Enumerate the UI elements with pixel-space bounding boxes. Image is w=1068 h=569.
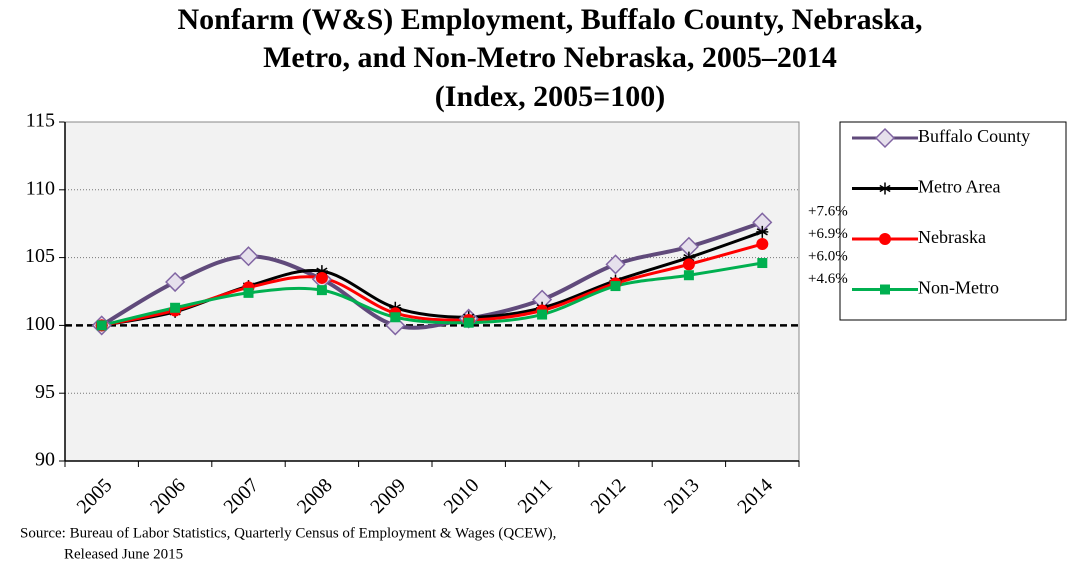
y-tick-label: 100: [25, 313, 55, 335]
marker: [610, 281, 621, 292]
x-tick-label: 2010: [440, 474, 484, 518]
marker: [390, 312, 401, 323]
legend-label: Buffalo County: [918, 126, 1030, 146]
plot-area: [65, 122, 799, 461]
marker: [879, 182, 891, 195]
annotation: +7.6%: [808, 203, 848, 219]
source: Released June 2015: [64, 546, 183, 562]
legend-label: Non-Metro: [918, 278, 999, 298]
x-tick-label: 2007: [219, 474, 263, 518]
marker: [682, 258, 695, 271]
legend-box: [839, 121, 1067, 321]
annotation: +6.0%: [808, 248, 848, 264]
marker: [243, 287, 254, 298]
x-tick-label: 2006: [146, 474, 190, 518]
x-tick-label: 2013: [660, 474, 704, 518]
marker: [756, 238, 769, 251]
y-tick-label: 95: [35, 381, 55, 403]
marker: [682, 251, 695, 264]
marker: [315, 271, 328, 284]
source: Source: Bureau of Labor Statistics, Quar…: [20, 525, 556, 541]
legend-label: Metro Area: [918, 177, 1000, 197]
y-tick-label: 110: [26, 177, 55, 199]
marker: [96, 320, 107, 331]
x-tick-label: 2011: [514, 474, 557, 517]
marker: [316, 285, 327, 296]
marker: [315, 265, 328, 278]
marker: [757, 258, 768, 269]
x-tick-label: 2008: [293, 474, 337, 518]
marker: [879, 233, 891, 245]
marker: [880, 284, 890, 295]
annotation: +6.9%: [808, 226, 848, 242]
chart-title: Metro, and Non-Metro Nebraska, 2005–2014: [263, 41, 837, 74]
marker: [165, 271, 186, 293]
annotation: +4.6%: [808, 271, 848, 287]
x-tick-label: 2009: [366, 474, 410, 518]
marker: [683, 270, 694, 281]
marker: [463, 317, 474, 328]
x-tick-label: 2014: [733, 474, 777, 518]
y-tick-label: 105: [25, 245, 55, 267]
chart-subtitle: (Index, 2005=100): [435, 80, 665, 113]
marker: [238, 246, 259, 267]
y-tick-label: 115: [26, 110, 55, 132]
series-line: [100, 220, 763, 330]
x-tick-label: 2012: [586, 474, 630, 518]
marker: [756, 225, 769, 238]
x-tick-label: 2005: [73, 474, 117, 518]
series-line: [101, 261, 763, 327]
chart-title: Nonfarm (W&S) Employment, Buffalo County…: [177, 3, 922, 36]
legend-label: Nebraska: [918, 227, 986, 247]
marker: [170, 302, 181, 313]
y-tick-label: 90: [35, 449, 55, 471]
marker: [605, 254, 626, 275]
marker: [537, 309, 548, 320]
marker: [874, 127, 896, 149]
